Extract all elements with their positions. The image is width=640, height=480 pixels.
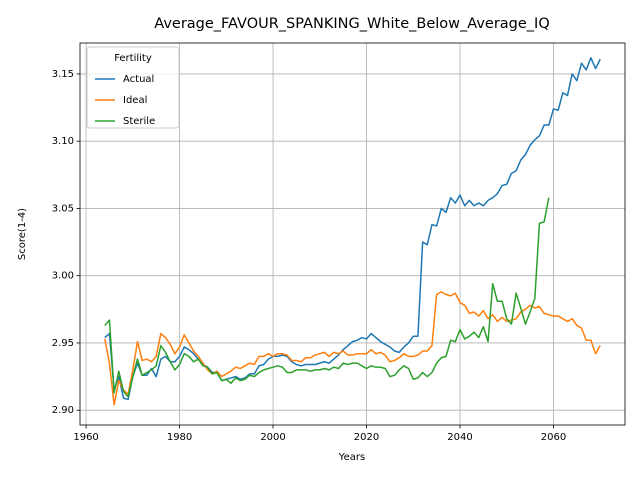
x-tick-label: 1960 (73, 432, 98, 443)
legend: Fertility Actual Ideal Sterile (86, 46, 180, 129)
y-tick-label: 3.00 (52, 271, 74, 282)
legend-label: Sterile (123, 116, 155, 127)
y-tick-label: 3.10 (52, 136, 74, 147)
y-tick-label: 3.05 (52, 203, 74, 214)
legend-box (86, 46, 180, 129)
y-tick-label: 2.95 (52, 338, 74, 349)
x-tick-label: 2020 (354, 432, 379, 443)
legend-label: Actual (123, 74, 154, 85)
x-tick-label: 2040 (447, 432, 472, 443)
x-tick-label: 2060 (541, 432, 566, 443)
x-tick-label: 1980 (167, 432, 192, 443)
legend-label: Ideal (123, 95, 147, 106)
y-tick-label: 3.15 (52, 69, 74, 80)
y-tick-label: 2.90 (52, 405, 74, 416)
chart-title: Average_FAVOUR_SPANKING_White_Below_Aver… (154, 16, 550, 32)
legend-title: Fertility (114, 53, 152, 64)
x-axis-label: Years (338, 452, 365, 463)
plot-frame (79, 42, 626, 426)
x-tick-label: 2000 (260, 432, 285, 443)
y-axis-label: Score(1-4) (17, 208, 28, 260)
line-series (104, 197, 550, 398)
line-series (104, 291, 601, 406)
line-series (104, 57, 601, 401)
